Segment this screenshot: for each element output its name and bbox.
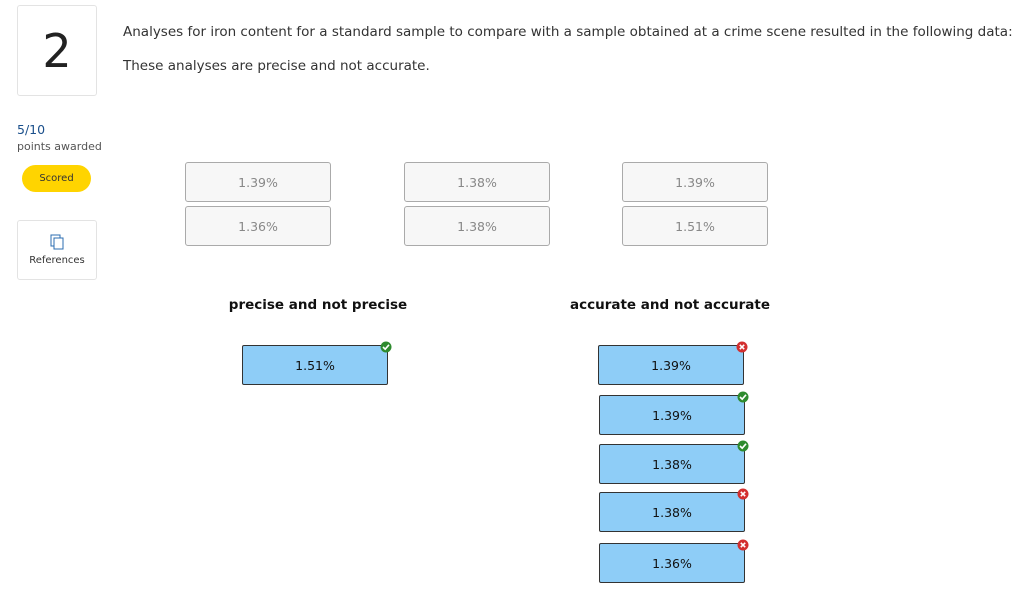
references-label: References xyxy=(29,255,85,266)
placed-item[interactable]: 1.39% xyxy=(598,341,748,385)
score-caption: points awarded xyxy=(17,140,102,153)
correct-icon xyxy=(737,391,749,403)
item-text: 1.51% xyxy=(295,357,335,373)
target-heading: accurate and not accurate xyxy=(569,297,771,313)
question-number: 2 xyxy=(17,5,97,96)
incorrect-icon xyxy=(737,539,749,551)
references-icon xyxy=(50,234,64,250)
source-item[interactable]: 1.39% xyxy=(622,162,768,202)
target-heading: precise and not precise xyxy=(228,297,408,313)
source-item[interactable]: 1.51% xyxy=(622,206,768,246)
item-text: 1.39% xyxy=(651,357,691,373)
placed-item[interactable]: 1.38% xyxy=(599,488,749,532)
placed-item[interactable]: 1.36% xyxy=(599,539,749,583)
placed-item[interactable]: 1.39% xyxy=(599,391,749,435)
item-text: 1.39% xyxy=(652,407,692,423)
correct-icon xyxy=(737,440,749,452)
source-item[interactable]: 1.39% xyxy=(185,162,331,202)
correct-icon xyxy=(380,341,392,353)
status-pill: Scored xyxy=(22,165,91,192)
placed-item[interactable]: 1.38% xyxy=(599,440,749,484)
references-button[interactable]: References xyxy=(17,220,97,280)
incorrect-icon xyxy=(737,488,749,500)
item-text: 1.38% xyxy=(652,456,692,472)
item-text: 1.36% xyxy=(652,555,692,571)
item-text: 1.38% xyxy=(652,504,692,520)
placed-item[interactable]: 1.51% xyxy=(242,341,392,385)
source-item[interactable]: 1.36% xyxy=(185,206,331,246)
source-item[interactable]: 1.38% xyxy=(404,206,550,246)
score: 5/10 xyxy=(17,122,46,137)
source-item[interactable]: 1.38% xyxy=(404,162,550,202)
question-prompt: Analyses for iron content for a standard… xyxy=(123,24,1013,40)
question-note: These analyses are precise and not accur… xyxy=(123,58,430,74)
incorrect-icon xyxy=(736,341,748,353)
